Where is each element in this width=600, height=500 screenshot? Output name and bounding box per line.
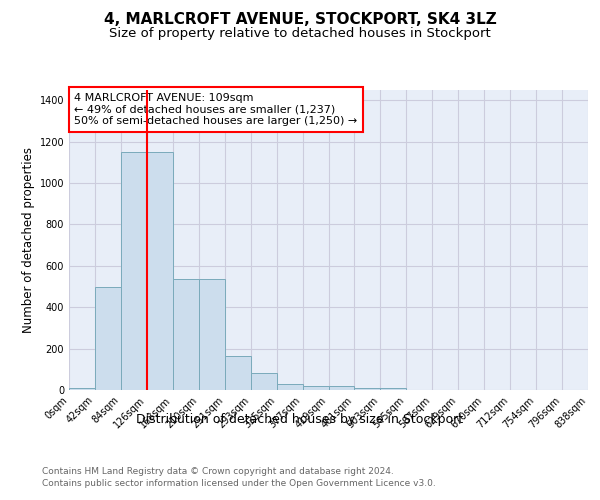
Bar [69, 388, 95, 390]
Bar [380, 388, 406, 390]
Text: 4 MARLCROFT AVENUE: 109sqm
← 49% of detached houses are smaller (1,237)
50% of s: 4 MARLCROFT AVENUE: 109sqm ← 49% of deta… [74, 93, 358, 126]
Bar [329, 386, 355, 390]
Bar [199, 280, 224, 390]
Bar [173, 280, 199, 390]
Text: Distribution of detached houses by size in Stockport: Distribution of detached houses by size … [136, 412, 464, 426]
Y-axis label: Number of detached properties: Number of detached properties [22, 147, 35, 333]
Bar [302, 386, 329, 390]
Bar [121, 152, 147, 390]
Bar [95, 286, 121, 390]
Bar [147, 152, 173, 390]
Text: Contains HM Land Registry data © Crown copyright and database right 2024.: Contains HM Land Registry data © Crown c… [42, 468, 394, 476]
Bar [251, 374, 277, 390]
Bar [355, 388, 380, 390]
Text: Size of property relative to detached houses in Stockport: Size of property relative to detached ho… [109, 28, 491, 40]
Text: 4, MARLCROFT AVENUE, STOCKPORT, SK4 3LZ: 4, MARLCROFT AVENUE, STOCKPORT, SK4 3LZ [104, 12, 496, 28]
Bar [277, 384, 302, 390]
Text: Contains public sector information licensed under the Open Government Licence v3: Contains public sector information licen… [42, 479, 436, 488]
Bar [225, 356, 251, 390]
